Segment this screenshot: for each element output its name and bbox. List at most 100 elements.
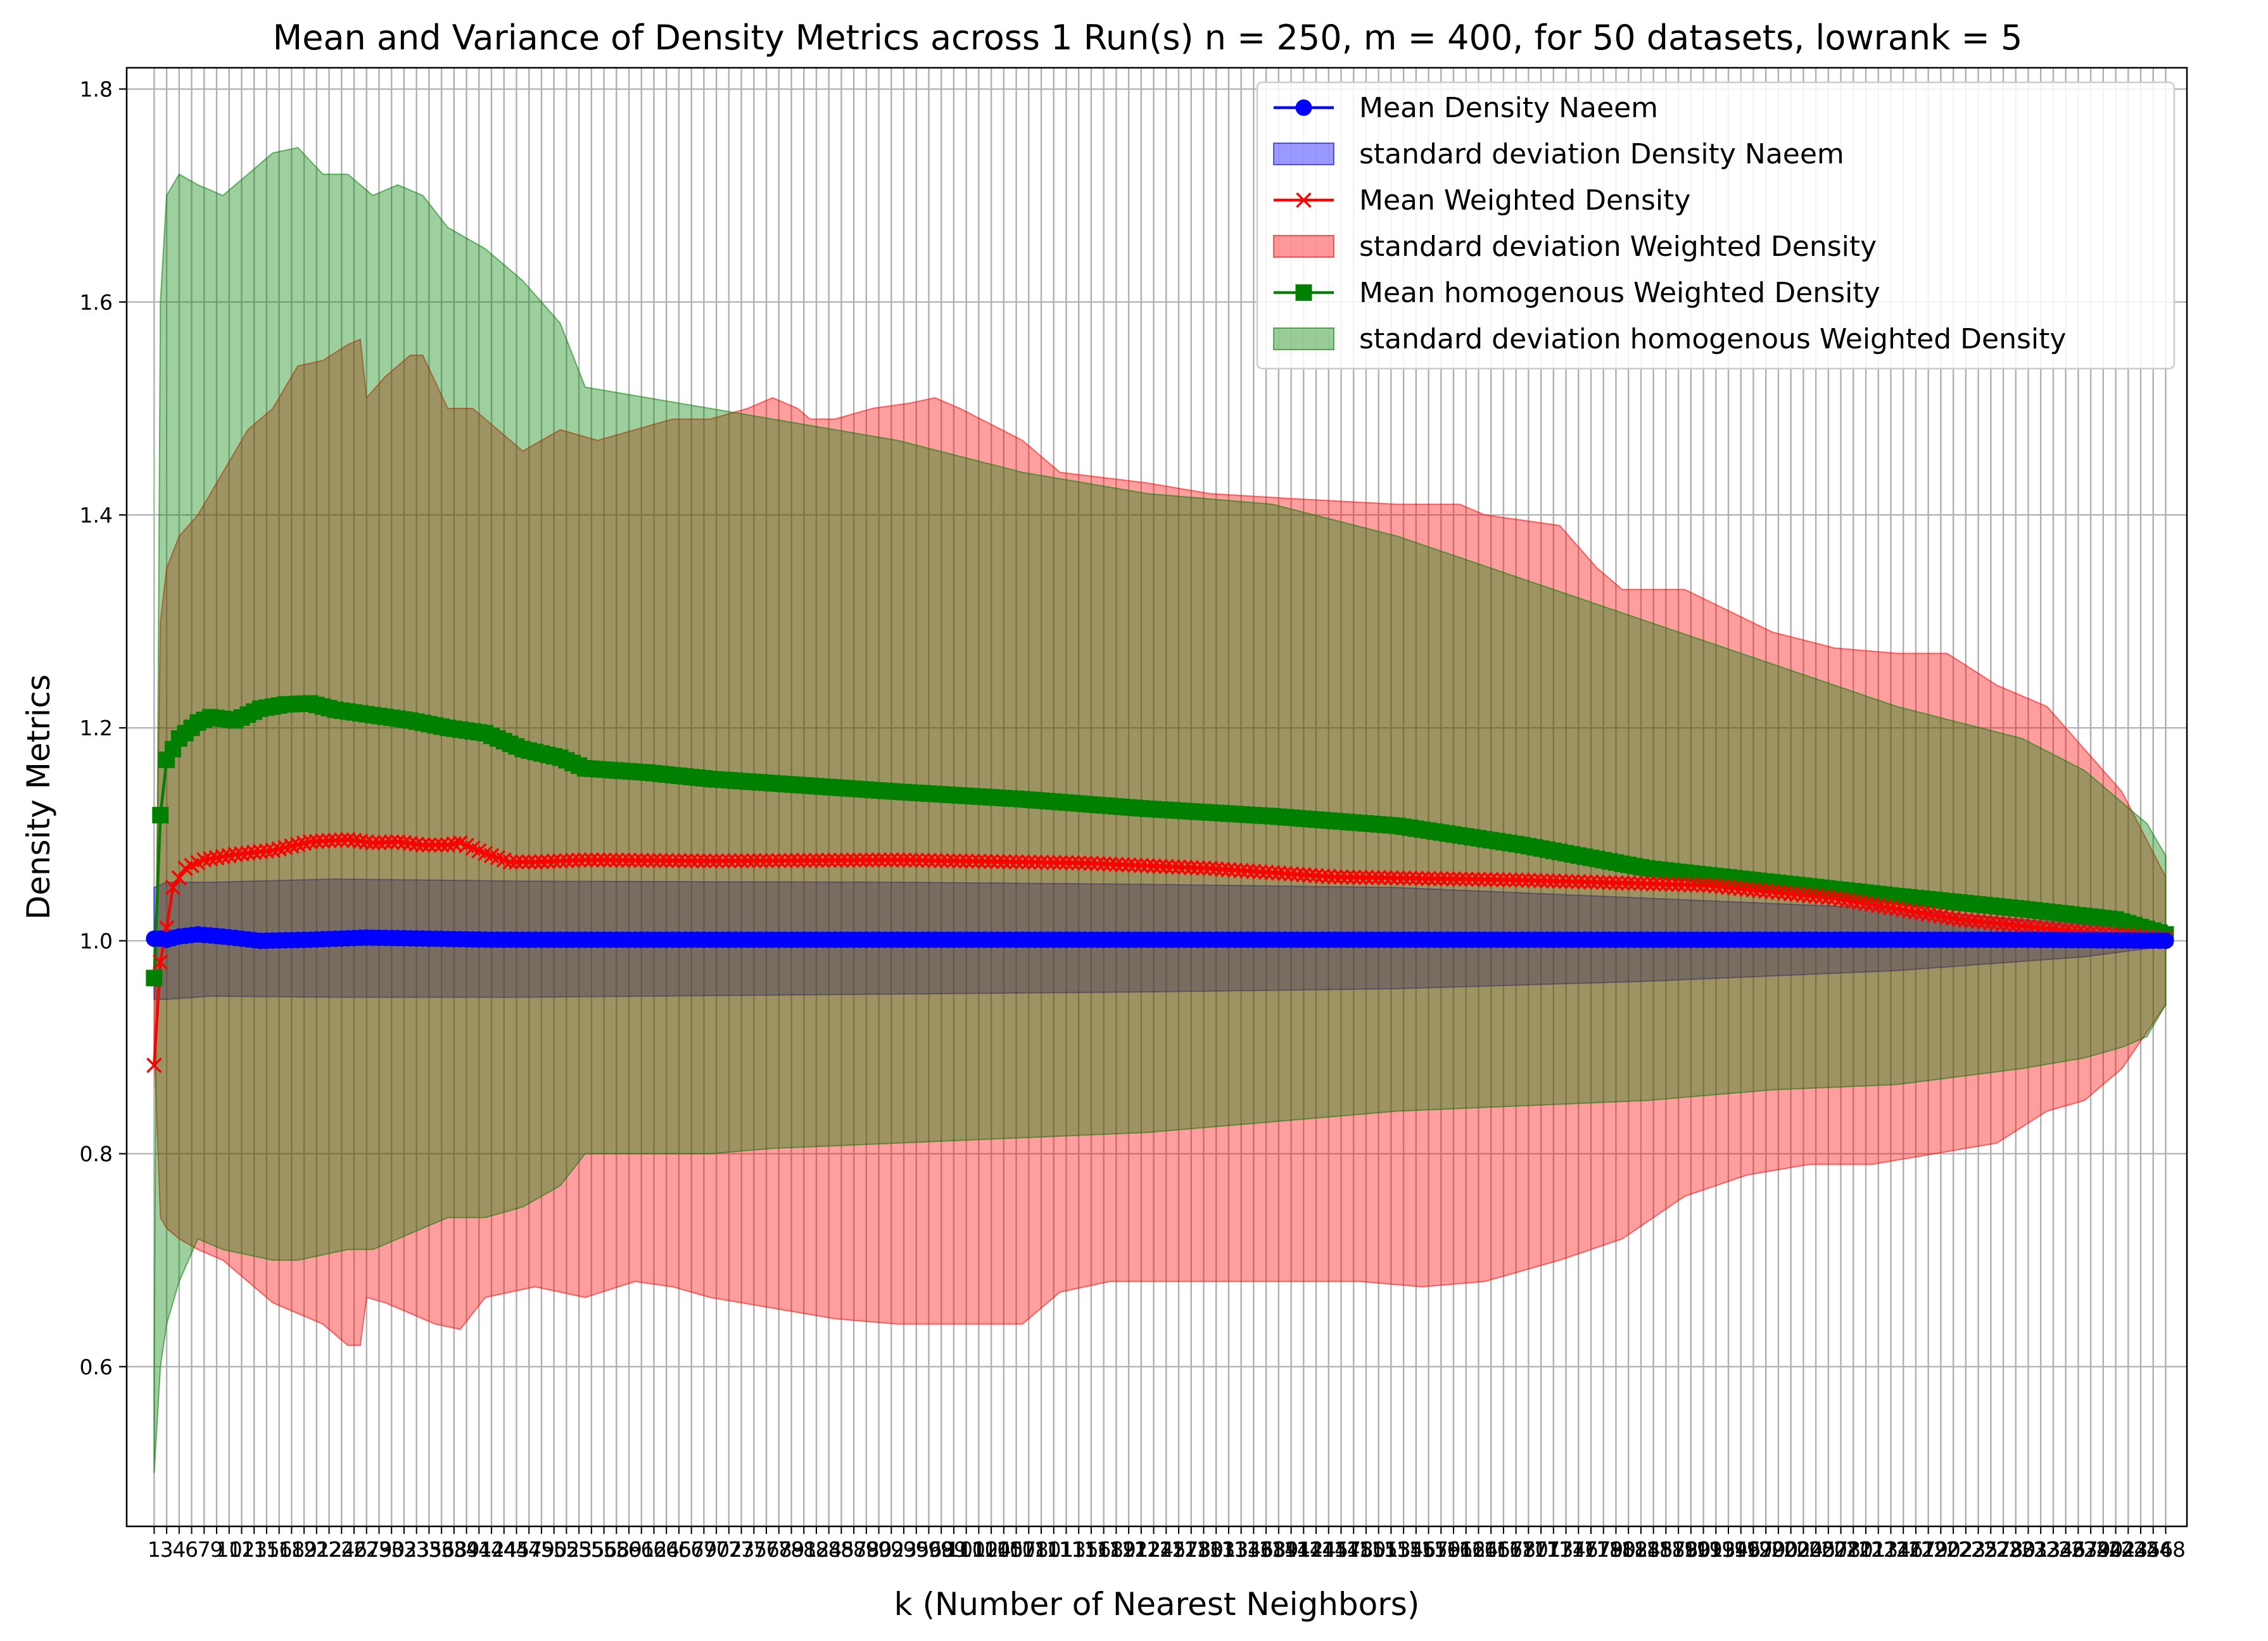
x-tick-label: 211: [1846, 1537, 1886, 1562]
x-tick-label: 90: [866, 1537, 892, 1562]
x-tick-label: 55: [578, 1537, 605, 1562]
weighted-mean-point: [1321, 868, 1336, 885]
x-tick-label: 184: [1621, 1537, 1661, 1562]
x-tick-label: 79: [778, 1537, 804, 1562]
x-tick-label: 193: [1696, 1537, 1736, 1562]
x-tick-label: 69: [690, 1537, 717, 1562]
weighted-mean-point: [1645, 876, 1661, 892]
weighted-mean-point: [746, 852, 762, 869]
weighted-mean-point: [284, 838, 300, 854]
weighted-mean-point: [1576, 874, 1593, 890]
weighted-mean-point: [1158, 858, 1174, 875]
x-tick-label: 207: [1808, 1537, 1848, 1562]
weighted-mean-point: [721, 852, 737, 869]
weighted-mean-point: [421, 837, 437, 853]
weighted-mean-point: [1340, 869, 1355, 885]
x-tick-label: 39: [453, 1537, 480, 1562]
weighted-mean-point: [1901, 903, 1918, 919]
weighted-mean-point: [771, 852, 787, 868]
weighted-mean-point: [1739, 881, 1755, 897]
weighted-mean-point: [1183, 859, 1199, 876]
x-tick-label: 179: [1583, 1537, 1623, 1562]
weighted-mean-point: [1139, 858, 1155, 874]
legend-circle-marker: [1295, 99, 1312, 116]
weighted-mean-point: [1783, 885, 1799, 902]
weighted-mean-point: [1277, 865, 1293, 882]
weighted-mean-point: [428, 837, 443, 853]
weighted-mean-point: [527, 854, 543, 870]
x-tick-label: 88: [853, 1537, 880, 1562]
weighted-mean-point: [1214, 861, 1231, 877]
weighted-mean-point: [396, 835, 412, 851]
x-tick-label: 118: [1084, 1537, 1124, 1562]
weighted-mean-point: [1695, 877, 1711, 893]
weighted-mean-point: [1745, 882, 1761, 898]
x-tick-label: 52: [553, 1537, 580, 1562]
x-tick-label: 113: [1046, 1537, 1086, 1562]
x-tick-label: 185: [1633, 1537, 1673, 1562]
x-tick-label: 101: [946, 1537, 986, 1562]
weighted-mean-point: [915, 852, 930, 868]
weighted-mean-point: [153, 954, 168, 970]
weighted-mean-point: [821, 852, 837, 868]
weighted-mean-point: [1371, 870, 1386, 885]
weighted-mean-point: [1065, 855, 1080, 871]
weighted-mean-point: [983, 853, 999, 870]
weighted-mean-point: [783, 852, 799, 868]
x-tick-label: 15: [253, 1537, 280, 1562]
chart-title: Mean and Variance of Density Metrics acr…: [273, 18, 2023, 58]
weighted-mean-point: [1227, 862, 1243, 878]
weighted-mean-point: [1933, 908, 1949, 925]
x-tick-label: 150: [1346, 1537, 1386, 1562]
weighted-mean-point: [1820, 889, 1837, 906]
weighted-mean-point: [1164, 859, 1181, 875]
x-tick-label: 173: [1533, 1537, 1573, 1562]
x-tick-label: 59: [616, 1537, 642, 1562]
x-tick-label: 33: [403, 1537, 430, 1562]
weighted-mean-point: [1489, 871, 1505, 888]
x-tick-label: 72: [716, 1537, 742, 1562]
weighted-mean-point: [2014, 918, 2030, 934]
weighted-mean-point: [571, 852, 587, 868]
weighted-mean-point: [1270, 865, 1287, 881]
weighted-mean-point: [871, 852, 887, 868]
weighted-mean-point: [795, 852, 812, 868]
x-tick-label: 18: [278, 1537, 305, 1562]
x-tick-label: 22: [316, 1537, 343, 1562]
x-tick-label: 162: [1446, 1537, 1486, 1562]
weighted-mean-point: [1620, 875, 1637, 891]
weighted-mean-point: [1252, 864, 1268, 880]
plot-frame: [125, 67, 2188, 1528]
weighted-mean-point: [1846, 894, 1861, 909]
x-tick-label: 67: [678, 1537, 705, 1562]
weighted-mean-point: [1770, 884, 1787, 901]
weighted-mean-point: [1427, 871, 1443, 887]
x-tick-label: 240: [2083, 1537, 2123, 1562]
x-axis-ticks: 1346791012131516181921222426272930323335…: [148, 1526, 2186, 1562]
weighted-mean-point: [640, 852, 656, 868]
x-tick-label: 242: [2096, 1537, 2136, 1562]
x-tick-label: 92: [878, 1537, 904, 1562]
x-tick-label: 131: [1196, 1537, 1236, 1562]
weighted-mean-point: [764, 852, 781, 869]
x-tick-label: 141: [1271, 1537, 1311, 1562]
weighted-mean-point: [889, 852, 906, 868]
x-tick-label: 219: [1908, 1537, 1948, 1562]
x-tick-label: 53: [566, 1537, 592, 1562]
x-tick-label: 36: [428, 1537, 455, 1562]
weighted-mean-point: [315, 833, 331, 849]
weighted-mean-point: [1796, 887, 1811, 903]
weighted-mean-point: [658, 852, 675, 869]
x-tick-label: 44: [491, 1537, 517, 1562]
homogenous-mean-point: [146, 970, 163, 987]
weighted-mean-point: [302, 833, 319, 850]
x-tick-label: 21: [303, 1537, 330, 1562]
x-tick-label: 32: [391, 1537, 417, 1562]
x-tick-label: 81: [790, 1537, 817, 1562]
x-tick-label: 194: [1709, 1537, 1749, 1562]
x-tick-label: 138: [1246, 1537, 1286, 1562]
weighted-mean-point: [533, 854, 550, 870]
weighted-mean-point: [1264, 865, 1281, 881]
y-tick-label: 0.6: [80, 1355, 113, 1379]
